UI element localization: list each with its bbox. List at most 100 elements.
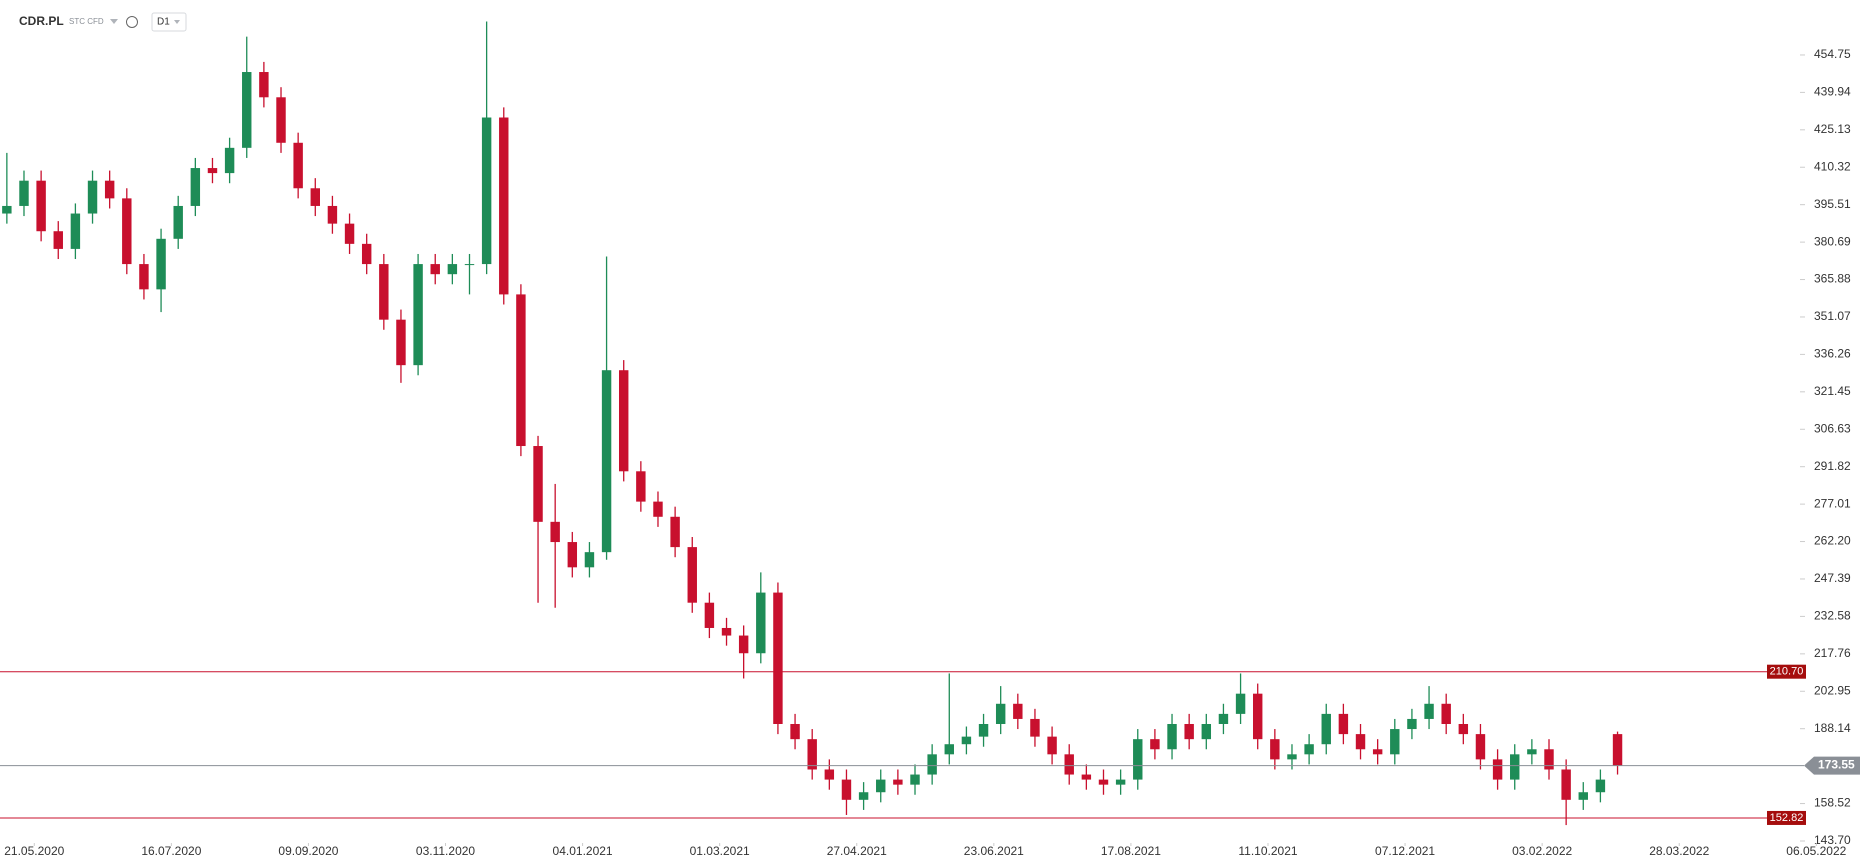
candle-body xyxy=(1390,729,1400,755)
candle-body xyxy=(190,168,201,206)
candle-body xyxy=(1047,736,1057,755)
candle-body xyxy=(824,769,835,780)
candle-body xyxy=(995,703,1006,724)
candle-body xyxy=(344,223,355,244)
candle-body xyxy=(1612,734,1623,766)
candle-body xyxy=(1098,779,1109,785)
dropdown-arrow[interactable] xyxy=(110,19,118,24)
dropdown-arrow[interactable] xyxy=(174,20,180,24)
candle-body xyxy=(790,723,800,740)
candle-body xyxy=(567,542,578,568)
candle-body xyxy=(584,552,595,568)
y-tick-label: 380.69 xyxy=(1814,234,1851,248)
candle-body xyxy=(104,180,115,199)
candle-body xyxy=(70,213,81,249)
x-tick-label: 09.09.2020 xyxy=(278,844,338,858)
y-tick-label: 158.52 xyxy=(1814,796,1851,810)
y-tick-label: 365.88 xyxy=(1814,272,1851,286)
candle-body xyxy=(1355,734,1366,750)
candle-body xyxy=(447,264,458,275)
candle-body xyxy=(173,205,183,239)
symbol: CDR.PL xyxy=(19,14,64,28)
level-marker xyxy=(1767,810,1806,825)
candle-body xyxy=(978,723,989,737)
y-tick-label: 247.39 xyxy=(1814,571,1851,585)
candle-body xyxy=(944,744,954,755)
candle-body xyxy=(756,592,766,654)
candle-body xyxy=(1458,723,1469,735)
candle-body xyxy=(413,264,423,366)
candle-body xyxy=(636,471,646,502)
candle-body xyxy=(19,180,29,206)
candle-body xyxy=(1544,749,1554,770)
y-tick-label: 410.32 xyxy=(1814,159,1851,173)
candle-body xyxy=(1081,774,1092,780)
candle-body xyxy=(224,147,235,174)
x-tick-label: 27.04.2021 xyxy=(827,844,887,858)
candle-body xyxy=(1013,703,1023,719)
candle-body xyxy=(1321,713,1331,745)
y-tick-label: 395.51 xyxy=(1814,197,1851,211)
y-tick-label: 277.01 xyxy=(1814,496,1851,510)
x-tick-label: 16.07.2020 xyxy=(141,844,201,858)
candle-body xyxy=(738,635,749,654)
candle-body xyxy=(361,243,372,265)
x-tick-label: 06.05.2022 xyxy=(1786,844,1846,858)
x-tick-label: 21.05.2020 xyxy=(4,844,64,858)
candle-body xyxy=(550,521,560,543)
candle-body xyxy=(1510,754,1520,780)
candle-body xyxy=(807,739,817,770)
candle-body xyxy=(1218,713,1229,724)
level-marker xyxy=(1767,664,1806,679)
y-tick-label: 439.94 xyxy=(1814,85,1851,99)
candle-body xyxy=(858,792,869,800)
candle-body xyxy=(2,205,12,214)
timeframe: D1 xyxy=(157,17,170,28)
candle-body xyxy=(653,501,663,517)
level-label: 210.70 xyxy=(1770,666,1804,678)
candle-body xyxy=(1201,723,1212,740)
candle-body xyxy=(36,180,46,232)
candle-body xyxy=(1150,739,1160,750)
candle-body xyxy=(1235,693,1246,714)
candle-body xyxy=(1338,713,1349,735)
y-tick-label: 425.13 xyxy=(1814,122,1851,136)
timeframe-select[interactable] xyxy=(151,12,187,32)
x-tick-label: 03.02.2022 xyxy=(1512,844,1572,858)
candle-body xyxy=(910,774,920,785)
candle-body xyxy=(876,779,886,793)
y-tick-label: 321.45 xyxy=(1814,384,1851,398)
candle-body xyxy=(704,602,715,628)
candle-body xyxy=(122,198,132,265)
candle-body xyxy=(139,264,149,290)
candle-body xyxy=(670,516,680,548)
candle-body xyxy=(1561,769,1571,800)
candle-body xyxy=(533,446,543,522)
y-tick-label: 217.76 xyxy=(1814,646,1851,660)
candle-body xyxy=(499,117,509,295)
candle-body xyxy=(961,736,972,745)
price-marker xyxy=(1804,756,1860,775)
y-tick-label: 336.26 xyxy=(1814,347,1851,361)
y-tick-label: 143.70 xyxy=(1814,833,1851,847)
candle-body xyxy=(1184,723,1194,740)
candle-body xyxy=(893,779,903,785)
candle-body xyxy=(619,370,629,472)
candle-body xyxy=(1270,739,1280,760)
y-tick-label: 262.20 xyxy=(1814,534,1851,548)
y-tick-label: 351.07 xyxy=(1814,309,1851,323)
x-tick-label: 23.06.2021 xyxy=(964,844,1024,858)
x-tick-label: 07.12.2021 xyxy=(1375,844,1435,858)
candle-body xyxy=(1030,718,1040,737)
x-tick-label: 17.08.2021 xyxy=(1101,844,1161,858)
info-icon[interactable] xyxy=(126,16,138,28)
candle-body xyxy=(1475,734,1486,760)
y-tick-label: 306.63 xyxy=(1814,421,1851,435)
candle-body xyxy=(1133,739,1143,780)
candle-body xyxy=(1492,759,1503,780)
level-label: 152.82 xyxy=(1770,812,1804,824)
candle-body xyxy=(1252,693,1263,740)
candle-body xyxy=(327,205,338,224)
candle-body xyxy=(1167,723,1177,750)
